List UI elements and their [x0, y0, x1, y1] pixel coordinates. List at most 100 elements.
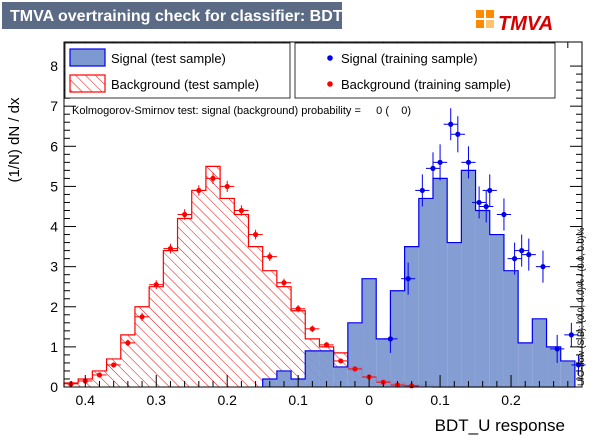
- background-bin: [163, 250, 178, 387]
- axes: 0 1 2 3 4 5 6 7 8 0.4 0.3 0.2 0.1 0 0.1 0.2: [50, 41, 583, 408]
- background-training-point: [234, 205, 249, 216]
- background-training-point: [347, 366, 363, 372]
- background-training-point: [177, 209, 192, 220]
- background-training-point: [220, 180, 235, 193]
- y-tick-label: 6: [50, 138, 58, 154]
- signal-bin: [475, 210, 490, 387]
- background-training-point: [205, 172, 221, 185]
- signal-training-point: [432, 144, 448, 181]
- signal-training-point: [415, 174, 430, 207]
- signal-training-point: [383, 324, 398, 353]
- x-tick-label: 0.3: [147, 392, 167, 408]
- background-bin: [234, 214, 249, 387]
- signal-bin: [447, 242, 462, 387]
- signal-bin: [432, 178, 448, 387]
- legend-background-train-label: Background (training sample): [341, 77, 511, 92]
- background-training-point: [305, 325, 320, 333]
- background-training-point: [262, 252, 277, 262]
- background-bin: [205, 166, 221, 387]
- signal-bin: [418, 198, 433, 387]
- signal-training-point: [571, 354, 586, 375]
- background-training-point: [276, 278, 292, 287]
- background-training-point: [134, 312, 150, 321]
- signal-training-point: [535, 250, 551, 283]
- x-axis-label: BDT_U response: [435, 416, 565, 435]
- legend-signal-train-label: Signal (training sample): [341, 51, 478, 66]
- signal-training-point: [564, 322, 579, 347]
- background-training-point: [120, 339, 135, 347]
- signal-training-point: [482, 174, 497, 207]
- signal-bin: [376, 338, 391, 387]
- signal-bin: [518, 342, 533, 387]
- background-bin: [177, 218, 192, 387]
- background-bin: [220, 198, 235, 387]
- signal-training-point: [450, 116, 465, 153]
- signal-bin: [546, 346, 561, 387]
- signal-training-points: [383, 108, 586, 375]
- signal-bin: [305, 350, 320, 387]
- signal-bin: [347, 322, 363, 387]
- y-axis-label: (1/N) dN / dx: [6, 97, 23, 183]
- signal-bin: [276, 370, 292, 387]
- x-tick-label: 0.4: [76, 392, 96, 408]
- signal-training-point: [425, 152, 441, 185]
- y-tick-label: 3: [50, 259, 58, 275]
- background-training-point: [92, 372, 107, 378]
- background-bin: [248, 246, 263, 387]
- y-tick-label: 8: [50, 58, 58, 74]
- signal-bin: [489, 234, 504, 387]
- signal-bin: [319, 350, 334, 387]
- tmva-logo-text: TMVA: [498, 13, 553, 35]
- plot-frame-outline: [63, 41, 583, 388]
- background-training-point: [106, 362, 121, 368]
- signal-training-point: [401, 262, 416, 295]
- y-tick-label: 5: [50, 178, 58, 194]
- y-tick-label: 2: [50, 299, 58, 315]
- y-tick-label: 7: [50, 98, 58, 114]
- signal-bin: [532, 318, 547, 387]
- signal-bin: [404, 246, 419, 387]
- chart-title: TMVA overtraining check for classifier: …: [10, 8, 363, 25]
- signal-training-point: [521, 238, 536, 271]
- signal-bin: [333, 366, 348, 387]
- legend: Signal (test sample) Background (test sa…: [64, 42, 556, 99]
- signal-outline: [262, 169, 576, 387]
- x-tick-label: 0.1: [430, 392, 450, 408]
- background-bin: [106, 358, 121, 387]
- background-training-point: [319, 342, 334, 348]
- background-bin: [134, 306, 150, 387]
- signal-test-histogram: [262, 169, 576, 387]
- background-bin: [291, 310, 306, 387]
- legend-background-train-marker: [327, 81, 333, 87]
- background-bin: [262, 270, 277, 387]
- signal-training-point: [461, 146, 476, 179]
- x-tick-label: 0.2: [217, 392, 237, 408]
- ks-test-text: Kolmogorov-Smirnov test: signal (backgro…: [72, 105, 411, 117]
- background-bin: [191, 190, 206, 387]
- signal-training-point: [443, 108, 458, 141]
- x-tick-label: 0.1: [288, 392, 308, 408]
- background-bin: [276, 286, 292, 387]
- signal-bin: [503, 270, 519, 387]
- legend-signal-test-label: Signal (test sample): [111, 51, 226, 66]
- signal-training-point: [507, 242, 522, 275]
- signal-bin: [362, 278, 377, 387]
- tmva-logo: TMVA: [476, 10, 553, 35]
- background-training-point: [333, 358, 348, 364]
- overflow-side-text: U/O-flow (S,B): (0.0, 0.0)% / (0.0, 0.0)…: [576, 227, 586, 386]
- signal-training-point: [550, 334, 565, 363]
- signal-bin: [560, 360, 575, 387]
- legend-background-test-swatch: [69, 74, 106, 93]
- background-training-point: [248, 229, 263, 240]
- signal-bin: [461, 170, 476, 387]
- y-tick-label: 4: [50, 219, 58, 235]
- signal-training-point: [514, 234, 529, 267]
- legend-background-test-label: Background (test sample): [111, 77, 259, 92]
- background-training-point: [163, 243, 178, 254]
- x-tick-label: 0: [365, 392, 373, 408]
- x-tick-label: 0.2: [501, 392, 521, 408]
- signal-training-point: [496, 198, 512, 231]
- background-bin: [149, 286, 164, 387]
- background-training-points: [64, 172, 419, 389]
